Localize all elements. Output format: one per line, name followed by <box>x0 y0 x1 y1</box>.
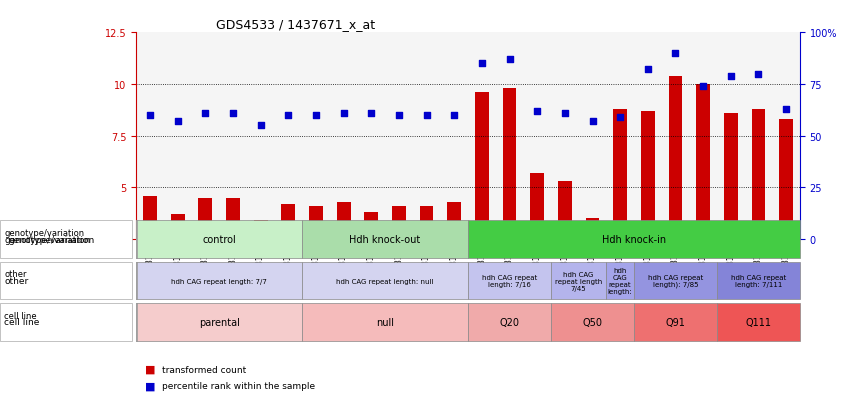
Text: genotype/variation: genotype/variation <box>9 235 94 244</box>
Text: Q20: Q20 <box>500 317 520 327</box>
Bar <box>530 173 544 240</box>
Text: GDS4533 / 1437671_x_at: GDS4533 / 1437671_x_at <box>216 17 375 31</box>
Text: Q50: Q50 <box>582 317 603 327</box>
Text: Hdh knock-in: Hdh knock-in <box>602 235 666 244</box>
Point <box>780 106 793 113</box>
Bar <box>171 215 185 240</box>
Bar <box>780 120 793 240</box>
Bar <box>143 196 157 240</box>
Bar <box>696 85 710 240</box>
Text: null: null <box>376 317 394 327</box>
Point <box>724 73 738 80</box>
Bar <box>475 93 488 240</box>
Text: other: other <box>4 276 28 285</box>
Point <box>226 110 240 117</box>
Text: ■: ■ <box>145 380 155 390</box>
Bar <box>558 182 572 240</box>
Point <box>143 112 157 119</box>
Point <box>420 112 433 119</box>
Bar <box>585 219 599 240</box>
Text: ■: ■ <box>145 364 155 374</box>
Text: cell line: cell line <box>4 318 40 327</box>
Point <box>475 61 488 67</box>
Point <box>669 50 683 57</box>
Text: Q111: Q111 <box>745 317 772 327</box>
Text: hdh CAG repeat
length): 7/85: hdh CAG repeat length): 7/85 <box>648 274 703 287</box>
Bar <box>309 206 323 240</box>
Text: hdh CAG repeat length: 7/7: hdh CAG repeat length: 7/7 <box>171 278 267 284</box>
Bar <box>503 89 517 240</box>
Point <box>558 110 572 117</box>
Bar <box>420 206 433 240</box>
Text: genotype/variation: genotype/variation <box>4 228 84 237</box>
Text: cell line: cell line <box>4 311 37 320</box>
Point <box>530 108 544 115</box>
Text: other: other <box>4 270 26 279</box>
Point <box>585 119 599 125</box>
Bar <box>198 198 212 240</box>
Point <box>309 112 323 119</box>
Bar <box>641 112 654 240</box>
Point <box>337 110 351 117</box>
Text: transformed count: transformed count <box>162 365 246 374</box>
Bar <box>669 76 683 240</box>
Text: Hdh knock-out: Hdh knock-out <box>350 235 420 244</box>
Point <box>282 112 295 119</box>
Bar <box>724 114 738 240</box>
Point <box>254 123 267 129</box>
Point <box>751 71 765 78</box>
Bar <box>614 109 627 240</box>
Text: percentile rank within the sample: percentile rank within the sample <box>162 381 315 390</box>
Point <box>392 112 406 119</box>
Text: hdh CAG
repeat length
7/45: hdh CAG repeat length 7/45 <box>555 271 603 291</box>
Point <box>696 83 710 90</box>
Text: control: control <box>203 235 236 244</box>
Point <box>364 110 378 117</box>
Bar <box>364 213 378 240</box>
Point <box>448 112 461 119</box>
Bar <box>282 204 295 240</box>
Text: genotype/variation: genotype/variation <box>4 235 90 244</box>
Point <box>171 119 185 125</box>
Text: parental: parental <box>198 317 240 327</box>
Text: hdh CAG repeat length: null: hdh CAG repeat length: null <box>336 278 434 284</box>
Point <box>641 67 654 74</box>
Bar <box>254 221 267 240</box>
Bar <box>226 198 240 240</box>
Text: hdh
CAG
repeat
length:: hdh CAG repeat length: <box>608 267 632 294</box>
Text: Q91: Q91 <box>665 317 685 327</box>
Bar <box>448 202 461 240</box>
Text: hdh CAG repeat
length: 7/16: hdh CAG repeat length: 7/16 <box>482 274 537 287</box>
Bar <box>751 109 765 240</box>
Point <box>198 110 212 117</box>
Text: hdh CAG repeat
length: 7/111: hdh CAG repeat length: 7/111 <box>731 274 786 287</box>
Point <box>614 114 627 121</box>
Point <box>503 57 517 63</box>
Bar <box>337 202 351 240</box>
Bar <box>392 206 406 240</box>
